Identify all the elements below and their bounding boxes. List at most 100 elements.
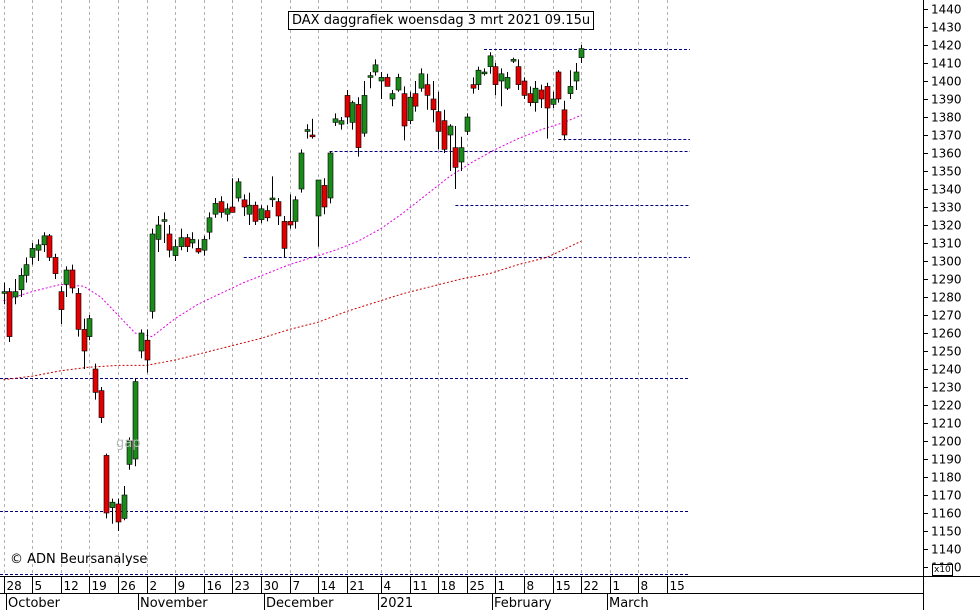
y-tick-label: 1430 [931, 21, 962, 35]
candle-up [269, 197, 276, 201]
x-tick-label: 11 [413, 579, 428, 593]
candle-down [344, 95, 351, 118]
y-tick-label: 1320 [931, 219, 962, 233]
month-label: October [8, 596, 61, 610]
candle-up [224, 208, 231, 215]
y-tick-label: 1200 [931, 435, 962, 449]
candle-down [430, 98, 437, 111]
candle-down [195, 248, 202, 253]
y-tick-label: 1380 [931, 111, 962, 125]
y-tick-label: 1220 [931, 399, 962, 413]
y-tick-label: 1230 [931, 381, 962, 395]
moving-average-long-line [3, 240, 582, 381]
candle-down [218, 201, 225, 213]
candle-down [561, 109, 568, 136]
x-tick-label: 25 [470, 579, 485, 593]
y-tick-label: 1340 [931, 183, 962, 197]
candle-down [424, 84, 431, 96]
candle-up [573, 71, 580, 82]
candle-down [470, 84, 477, 89]
candle-up [201, 239, 208, 251]
candle-down [98, 390, 105, 418]
candle-up [510, 59, 517, 62]
x-tick-label: 8 [641, 579, 649, 593]
y-multiplier-label: x10 [932, 564, 953, 576]
y-tick-label: 1420 [931, 39, 962, 53]
y-tick-label: 1290 [931, 273, 962, 287]
candle-down [184, 237, 191, 247]
candle-up [361, 95, 368, 134]
month-label: March [609, 596, 649, 610]
candle-up [212, 203, 219, 215]
candle-down [544, 86, 551, 109]
candle-up [418, 73, 425, 89]
y-tick-label: 1160 [931, 507, 962, 521]
candle-up [109, 501, 116, 508]
candle-up [86, 318, 93, 337]
candle-down [401, 93, 408, 127]
candle-down [412, 93, 419, 107]
y-tick-label: 1190 [931, 453, 962, 467]
candle-up [1, 291, 8, 294]
candle-up [378, 77, 385, 82]
candle-down [441, 120, 448, 150]
candle-up [138, 332, 145, 352]
x-tick-label: 19 [92, 579, 107, 593]
candle-down [521, 80, 528, 96]
candle-up [246, 204, 253, 215]
candle-down [58, 291, 65, 310]
candle-up [327, 152, 334, 199]
candle-up [389, 93, 396, 100]
candle-down [115, 503, 122, 523]
candle-up [132, 381, 139, 460]
candle-down [252, 204, 259, 222]
candle-down [103, 455, 110, 514]
candle-up [487, 55, 494, 67]
gap-annotation: gap [116, 436, 141, 451]
x-tick-label: 4 [384, 579, 392, 593]
candle-up [178, 237, 185, 247]
y-tick-label: 1180 [931, 471, 962, 485]
x-tick-label: 28 [7, 579, 22, 593]
candle-down [309, 134, 316, 138]
y-tick-label: 1210 [931, 417, 962, 431]
candle-up [372, 64, 379, 73]
x-tick-label: 2 [150, 579, 158, 593]
candle-up [149, 233, 156, 312]
candle-down [435, 111, 442, 132]
candle-up [258, 208, 265, 220]
month-label: February [494, 596, 552, 610]
candle-down [52, 257, 59, 274]
candle-up [304, 129, 311, 132]
candle-down [264, 210, 271, 219]
x-tick-label: 8 [527, 579, 535, 593]
candle-up [63, 269, 70, 285]
candle-up [338, 120, 345, 125]
candle-up [349, 102, 356, 123]
candle-up [298, 152, 305, 190]
candle-up [121, 494, 128, 519]
month-label: December [266, 596, 334, 610]
x-tick-label: 23 [235, 579, 250, 593]
candle-down [69, 269, 76, 289]
candle-up [578, 48, 585, 58]
candle-up [206, 217, 213, 233]
candle-down [538, 89, 545, 100]
y-tick-label: 1150 [931, 525, 962, 539]
y-tick-label: 1270 [931, 309, 962, 323]
x-tick-label: 9 [178, 579, 186, 593]
y-tick-label: 1280 [931, 291, 962, 305]
x-tick-label: 5 [35, 579, 43, 593]
candle-up [161, 219, 168, 222]
candle-up [155, 224, 162, 240]
candle-up [498, 73, 505, 82]
candle-up [315, 179, 322, 217]
y-tick-label: 1370 [931, 129, 962, 143]
candle-down [166, 233, 173, 251]
candle-up [23, 264, 30, 276]
candle-down [81, 329, 88, 352]
candle-up [126, 440, 133, 465]
y-tick-label: 1440 [931, 3, 962, 17]
x-tick-label: 15 [670, 579, 685, 593]
